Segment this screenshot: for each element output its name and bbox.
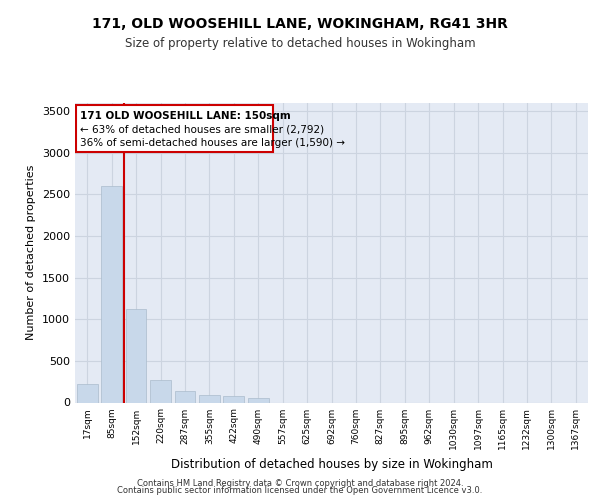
- Text: ← 63% of detached houses are smaller (2,792): ← 63% of detached houses are smaller (2,…: [80, 124, 324, 134]
- Text: Contains public sector information licensed under the Open Government Licence v3: Contains public sector information licen…: [118, 486, 482, 495]
- X-axis label: Distribution of detached houses by size in Wokingham: Distribution of detached houses by size …: [170, 458, 493, 471]
- Bar: [150, 380, 171, 402]
- Text: Size of property relative to detached houses in Wokingham: Size of property relative to detached ho…: [125, 38, 475, 51]
- Y-axis label: Number of detached properties: Number of detached properties: [26, 165, 37, 340]
- Text: 171 OLD WOOSEHILL LANE: 150sqm: 171 OLD WOOSEHILL LANE: 150sqm: [80, 111, 290, 121]
- Text: 171, OLD WOOSEHILL LANE, WOKINGHAM, RG41 3HR: 171, OLD WOOSEHILL LANE, WOKINGHAM, RG41…: [92, 18, 508, 32]
- Bar: [101, 186, 122, 402]
- Bar: [248, 398, 269, 402]
- Bar: [76, 105, 273, 152]
- Bar: [199, 395, 220, 402]
- Bar: [223, 396, 244, 402]
- Bar: [125, 309, 146, 402]
- Text: Contains HM Land Registry data © Crown copyright and database right 2024.: Contains HM Land Registry data © Crown c…: [137, 478, 463, 488]
- Text: 36% of semi-detached houses are larger (1,590) →: 36% of semi-detached houses are larger (…: [80, 138, 345, 148]
- Bar: [175, 391, 196, 402]
- Bar: [77, 384, 98, 402]
